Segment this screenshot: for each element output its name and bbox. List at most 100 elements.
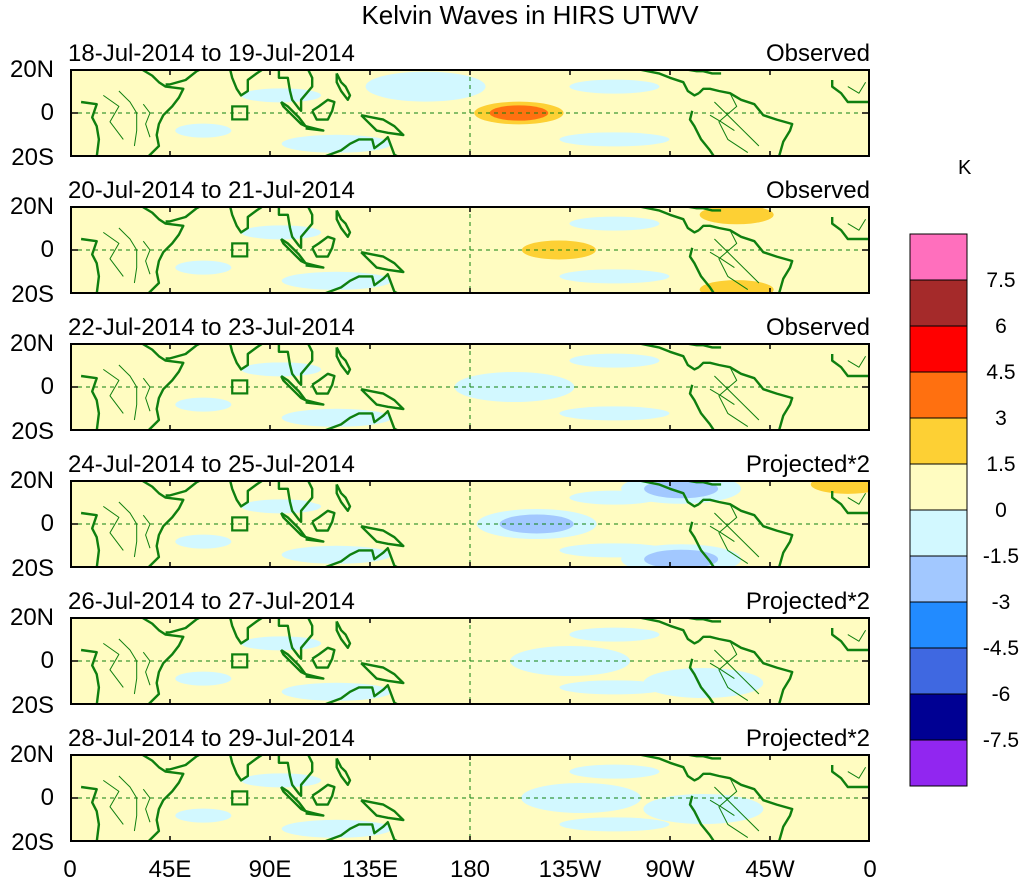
latitude-label: 0 (40, 784, 54, 811)
anomaly-band (281, 545, 392, 564)
colorbar-label: 3 (995, 407, 1007, 430)
coastline (698, 361, 794, 431)
panel-kind: Observed (765, 177, 870, 204)
colorbar-label: 6 (995, 315, 1007, 338)
coastline (322, 410, 400, 431)
map-panel (70, 617, 870, 705)
anomaly-blob (643, 668, 764, 698)
coastline (218, 754, 264, 782)
coastline (280, 100, 307, 128)
coastline (103, 231, 124, 277)
panel-date-range: 22-Jul-2014 to 23-Jul-2014 (68, 314, 355, 341)
coastline (698, 224, 794, 294)
coastline (688, 247, 716, 294)
coastline (847, 492, 867, 505)
coastline (218, 69, 264, 97)
longitude-label: 0 (63, 856, 77, 883)
coastline (142, 788, 151, 823)
coastline (140, 69, 185, 157)
coastline (718, 503, 749, 565)
coastline (709, 251, 735, 269)
coastline (305, 125, 325, 132)
latitude-label: 20S (11, 418, 54, 445)
anomaly-band (175, 671, 232, 686)
colorbar-label: 0 (995, 499, 1007, 522)
coastline (709, 114, 735, 132)
coastline (636, 69, 700, 97)
coastline (80, 648, 101, 705)
coastline (103, 779, 124, 825)
anomaly-band (281, 271, 392, 290)
anomaly-band (559, 132, 670, 147)
anomaly-band (175, 397, 232, 412)
anomaly-band (569, 79, 660, 94)
map-panel (70, 754, 870, 842)
figure-title: Kelvin Waves in HIRS UTWV (361, 0, 699, 30)
anomaly-blob (787, 480, 870, 500)
anomaly-band (569, 216, 660, 231)
coastline (322, 547, 400, 568)
latitude-label: 0 (40, 510, 54, 537)
anomaly-band (175, 808, 232, 823)
coastline (636, 206, 700, 234)
map-panel (70, 69, 870, 157)
colorbar-swatch (909, 279, 968, 327)
coastline (714, 101, 760, 147)
colorbar-swatch (909, 463, 968, 511)
longitude-label: 135E (341, 856, 399, 883)
anomaly-contour (699, 206, 774, 225)
colorbar-label: -1.5 (982, 545, 1020, 568)
coastline (311, 509, 336, 532)
coastline (218, 343, 264, 371)
latitude-label: 20S (11, 281, 54, 308)
coastline (305, 399, 325, 406)
anomaly-band (559, 817, 670, 832)
latitude-label: 0 (40, 99, 54, 126)
latitude-label: 0 (40, 647, 54, 674)
latitude-label: 20S (11, 692, 54, 719)
coastline (103, 642, 124, 688)
coastline (718, 640, 749, 702)
coastline (636, 754, 700, 782)
longitude-label: 90W (645, 856, 695, 883)
coastline (831, 628, 870, 652)
coastline (831, 354, 870, 378)
panel-kind: Projected*2 (745, 451, 870, 478)
colorbar-swatch (909, 555, 968, 603)
anomaly-contour (699, 280, 774, 294)
coastline (142, 377, 151, 412)
coastline (140, 754, 185, 842)
colorbar-swatch (909, 647, 968, 695)
anomaly-band (569, 353, 660, 368)
coastline (277, 206, 314, 249)
colorbar-swatch (909, 417, 968, 465)
longitude-label: 90E (248, 856, 292, 883)
coastline (714, 786, 760, 832)
coastline (698, 87, 794, 157)
colorbar-unit: K (958, 157, 972, 179)
coastline (718, 92, 749, 154)
colorbar-swatch (909, 601, 968, 649)
panel-kind: Observed (765, 314, 870, 341)
coastline (322, 273, 400, 294)
coastline (140, 206, 185, 294)
coastline (698, 635, 794, 705)
coastline (80, 511, 101, 568)
panel-date-range: 26-Jul-2014 to 27-Jul-2014 (68, 588, 355, 615)
coastline (709, 388, 735, 406)
coastline (277, 617, 314, 660)
longitude-label: 45W (745, 856, 795, 883)
coastline (335, 483, 352, 512)
anomaly-blob (798, 617, 870, 641)
coastline (218, 480, 264, 508)
coastline (335, 757, 352, 786)
anomaly-contour (810, 480, 870, 494)
coastline (688, 658, 716, 705)
coastline (103, 94, 124, 140)
coastline (636, 617, 700, 645)
latitude-label: 20N (9, 56, 54, 83)
coastline (831, 765, 870, 789)
anomaly-band (281, 682, 392, 701)
coastline (142, 651, 151, 686)
